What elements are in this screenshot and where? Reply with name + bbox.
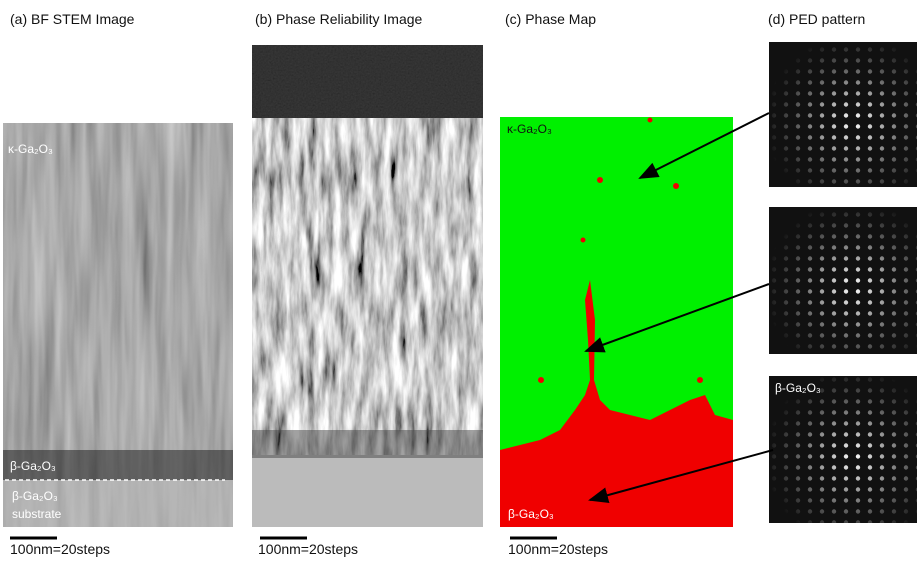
phase-label: β-Ga₂O₃ <box>775 381 821 395</box>
phase-label: β-Ga₂O₃ <box>508 507 554 521</box>
phase-label: substrate <box>12 507 62 521</box>
phase-label: β-Ga₂O₃ <box>12 489 58 503</box>
scale-text: 100nm=20steps <box>508 541 608 557</box>
ped-pattern <box>769 207 917 354</box>
phase-map <box>500 45 733 527</box>
panel-title: (d) PED pattern <box>768 11 865 27</box>
phase-label: κ-Ga₂O₃ <box>507 122 552 136</box>
panel-title: (c) Phase Map <box>505 11 596 27</box>
panel-title: (a) BF STEM Image <box>10 11 135 27</box>
phase-label: β-Ga₂O₃ <box>10 459 56 473</box>
figure: (a) BF STEM Image κ-Ga₂O₃ β-Ga₂O₃ β-Ga₂O… <box>0 0 917 561</box>
reliability-image <box>252 45 483 527</box>
scale-text: 100nm=20steps <box>258 541 358 557</box>
stem-image <box>3 40 233 527</box>
ped-pattern <box>769 376 917 523</box>
ped-pattern <box>769 42 917 187</box>
phase-label: κ-Ga₂O₃ <box>8 142 53 156</box>
panel-title: (b) Phase Reliability Image <box>255 11 423 27</box>
scale-text: 100nm=20steps <box>10 541 110 557</box>
